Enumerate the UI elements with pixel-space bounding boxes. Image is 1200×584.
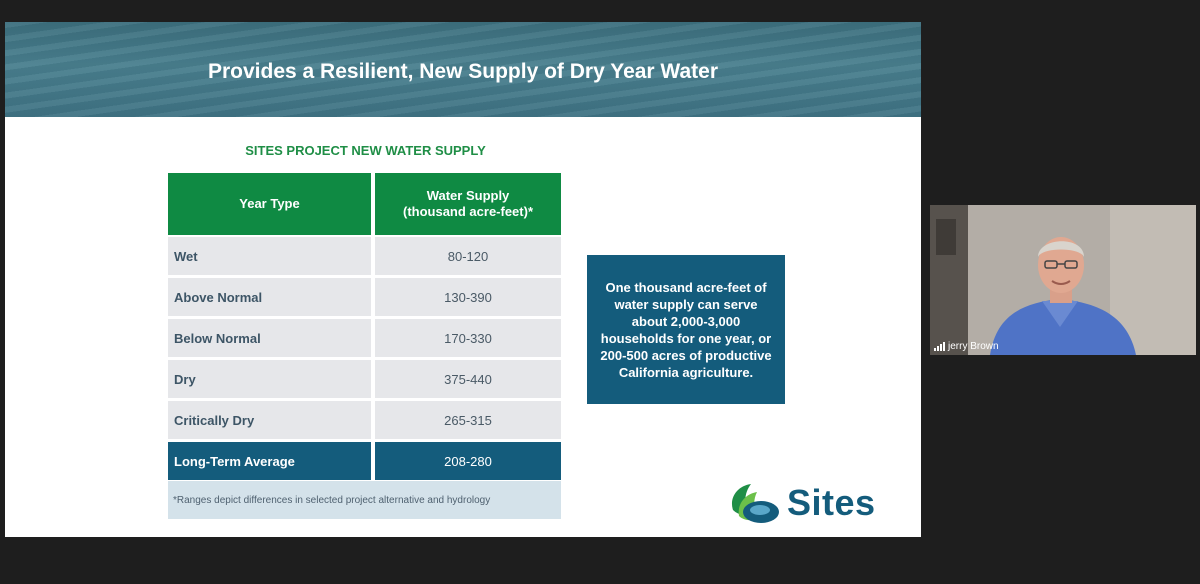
logo-wordmark: Sites xyxy=(787,482,876,523)
year-type-cell: Above Normal xyxy=(168,278,371,316)
table-header-row: Year Type Water Supply (thousand acre-fe… xyxy=(168,173,561,237)
supply-cell: 265-315 xyxy=(375,401,561,439)
table-row: Wet 80-120 xyxy=(168,237,561,277)
presentation-slide: Provides a Resilient, New Supply of Dry … xyxy=(5,22,921,537)
supply-cell: 80-120 xyxy=(375,237,561,275)
table-row: Above Normal 130-390 xyxy=(168,278,561,318)
signal-bars-icon xyxy=(934,342,945,351)
header-water-supply-line1: Water Supply xyxy=(426,188,510,203)
year-type-cell: Wet xyxy=(168,237,371,275)
table-footnote: *Ranges depict differences in selected p… xyxy=(168,481,561,519)
header-water-supply-line2: (thousand acre-feet)* xyxy=(402,204,534,219)
table-row: Below Normal 170-330 xyxy=(168,319,561,359)
supply-cell: 170-330 xyxy=(375,319,561,357)
sites-leaf-icon xyxy=(731,484,779,523)
year-type-cell: Below Normal xyxy=(168,319,371,357)
supply-cell: 208-280 xyxy=(375,442,561,480)
supply-cell: 130-390 xyxy=(375,278,561,316)
participant-video-frame xyxy=(930,205,1196,355)
slide-title: Provides a Resilient, New Supply of Dry … xyxy=(207,60,718,83)
header-year-type: Year Type xyxy=(168,173,371,235)
table-row: Critically Dry 265-315 xyxy=(168,401,561,441)
sites-logo: Sites xyxy=(727,480,907,526)
participant-video-tile[interactable]: jerry Brown xyxy=(930,205,1196,355)
table-row: Dry 375-440 xyxy=(168,360,561,400)
supply-cell: 375-440 xyxy=(375,360,561,398)
table-title: SITES PROJECT NEW WATER SUPPLY xyxy=(245,143,486,158)
table-row-average: Long-Term Average 208-280 xyxy=(168,442,561,482)
title-banner xyxy=(5,22,921,117)
participant-name-tag: jerry Brown xyxy=(934,341,999,352)
year-type-cell: Long-Term Average xyxy=(168,442,371,480)
participant-name: jerry Brown xyxy=(948,341,999,352)
year-type-cell: Dry xyxy=(168,360,371,398)
callout-box: One thousand acre-feet of water supply c… xyxy=(587,255,785,404)
year-type-cell: Critically Dry xyxy=(168,401,371,439)
header-water-supply: Water Supply (thousand acre-feet)* xyxy=(375,173,561,235)
